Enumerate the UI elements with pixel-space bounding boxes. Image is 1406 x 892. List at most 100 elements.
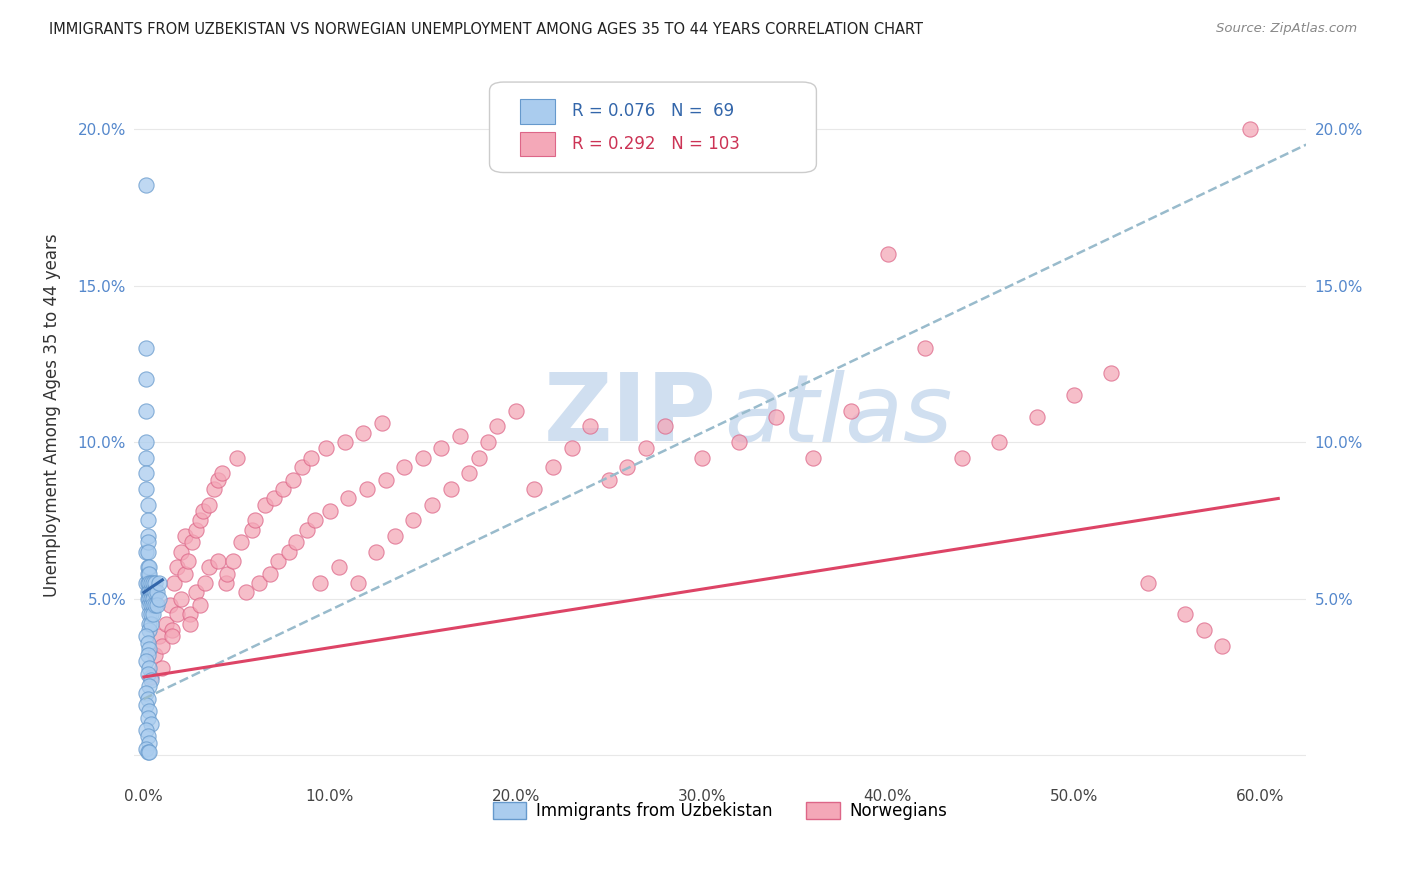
Point (728, 435, 751, 450)
Point (561, 442, 583, 456)
Point (136, 745, 159, 759)
Point (136, 591, 159, 606)
Point (143, 598, 166, 612)
Point (136, 635, 159, 649)
Point (988, 435, 1011, 450)
Text: R = 0.292   N = 103: R = 0.292 N = 103 (571, 135, 740, 153)
Point (541, 460, 564, 475)
Point (143, 585, 166, 599)
Point (135, 482, 157, 496)
Point (150, 660, 173, 674)
Point (328, 560, 350, 574)
Point (440, 482, 463, 496)
Point (1239, 122, 1261, 136)
Point (135, 341, 157, 355)
Point (297, 523, 319, 537)
Point (654, 419, 676, 434)
Point (449, 429, 471, 443)
Point (1192, 623, 1215, 637)
Point (616, 460, 638, 475)
Point (173, 566, 195, 581)
Point (136, 545, 159, 559)
Text: ZIP: ZIP (544, 369, 717, 461)
Point (136, 498, 159, 512)
Point (229, 535, 252, 549)
Point (346, 576, 368, 591)
Point (160, 623, 183, 637)
Point (217, 566, 239, 581)
Point (634, 442, 657, 456)
Bar (520, 99, 555, 124)
Point (135, 629, 157, 643)
Point (1174, 607, 1197, 622)
Point (170, 591, 193, 606)
Point (876, 247, 898, 261)
Point (579, 419, 602, 434)
Y-axis label: Unemployment Among Ages 35 to 44 years: Unemployment Among Ages 35 to 44 years (44, 234, 60, 598)
Point (198, 560, 221, 574)
Point (315, 442, 337, 456)
Point (374, 473, 396, 487)
Point (143, 576, 166, 591)
Point (142, 576, 165, 591)
Point (173, 529, 195, 543)
Point (184, 523, 207, 537)
Point (505, 404, 527, 418)
Point (207, 473, 229, 487)
Point (412, 450, 434, 465)
Point (136, 576, 159, 591)
Point (467, 450, 489, 465)
Bar (520, 132, 555, 156)
Text: Source: ZipAtlas.com: Source: ZipAtlas.com (1216, 22, 1357, 36)
Point (135, 372, 157, 386)
Text: atlas: atlas (724, 370, 952, 461)
Point (277, 545, 299, 559)
Point (181, 535, 204, 549)
Legend: Immigrants from Uzbekistan, Norwegians: Immigrants from Uzbekistan, Norwegians (486, 795, 955, 827)
Point (138, 679, 160, 693)
Point (598, 473, 620, 487)
Point (211, 467, 233, 481)
Point (143, 648, 166, 662)
Point (136, 692, 159, 706)
Point (486, 419, 509, 434)
Point (259, 566, 281, 581)
Point (142, 607, 165, 622)
Point (136, 566, 159, 581)
Point (914, 341, 936, 355)
Point (366, 545, 388, 559)
Point (138, 560, 160, 574)
Point (204, 482, 226, 496)
Point (141, 717, 163, 731)
Point (141, 670, 163, 684)
Point (138, 745, 160, 759)
Point (135, 178, 157, 193)
Point (247, 576, 270, 591)
Point (240, 523, 263, 537)
Point (281, 473, 304, 487)
Point (135, 450, 157, 465)
FancyBboxPatch shape (489, 82, 817, 172)
Point (142, 591, 165, 606)
Text: IMMIGRANTS FROM UZBEKISTAN VS NORWEGIAN UNEMPLOYMENT AMONG AGES 35 TO 44 YEARS C: IMMIGRANTS FROM UZBEKISTAN VS NORWEGIAN … (49, 22, 924, 37)
Point (135, 545, 157, 559)
Point (150, 639, 173, 653)
Point (523, 482, 546, 496)
Point (135, 698, 157, 713)
Point (135, 685, 157, 699)
Point (222, 554, 245, 568)
Point (136, 513, 159, 527)
Point (166, 607, 188, 622)
Point (148, 629, 170, 643)
Point (194, 576, 217, 591)
Point (138, 623, 160, 637)
Point (135, 467, 157, 481)
Point (188, 513, 211, 527)
Point (136, 666, 159, 681)
Point (299, 450, 322, 465)
Point (267, 554, 290, 568)
Point (135, 654, 157, 668)
Point (371, 417, 394, 431)
Point (384, 529, 406, 543)
Point (352, 425, 374, 440)
